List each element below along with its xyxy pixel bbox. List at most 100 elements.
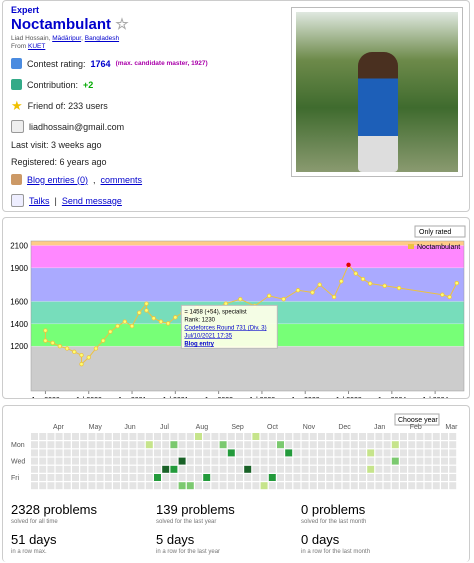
rating-point[interactable] bbox=[238, 297, 243, 302]
rating-point[interactable] bbox=[64, 346, 70, 351]
day-cell bbox=[55, 433, 63, 440]
day-cell bbox=[375, 449, 383, 457]
rating-point[interactable] bbox=[72, 349, 77, 355]
rating-point[interactable] bbox=[353, 271, 358, 276]
rating-point[interactable] bbox=[396, 285, 402, 291]
day-cell bbox=[31, 433, 38, 440]
rating-point[interactable] bbox=[454, 280, 459, 286]
rating-point[interactable] bbox=[151, 316, 156, 321]
rating-point[interactable] bbox=[440, 292, 445, 297]
rating-icon bbox=[11, 58, 22, 69]
rating-row: Contest rating: 1764 (max. candidate maste… bbox=[11, 58, 208, 69]
rating-point[interactable] bbox=[122, 319, 128, 324]
rating-point[interactable] bbox=[310, 290, 315, 295]
rating-point[interactable] bbox=[79, 361, 84, 367]
email-row: liadhossain@gmail.com bbox=[11, 120, 124, 133]
day-cell bbox=[293, 433, 301, 440]
rating-point[interactable] bbox=[360, 276, 366, 282]
rating-point[interactable] bbox=[86, 355, 91, 360]
rating-point[interactable] bbox=[382, 283, 387, 288]
rating-point[interactable] bbox=[43, 338, 48, 343]
rating-point[interactable] bbox=[295, 288, 301, 293]
day-cell bbox=[186, 449, 194, 457]
rating-point[interactable] bbox=[144, 301, 149, 306]
day-cell bbox=[227, 465, 235, 473]
rating-point[interactable] bbox=[339, 279, 344, 284]
rating-point[interactable] bbox=[79, 352, 84, 358]
day-cell bbox=[137, 482, 145, 490]
rating-point[interactable] bbox=[173, 315, 178, 320]
day-cell bbox=[104, 433, 112, 440]
day-cell bbox=[383, 449, 391, 457]
day-cell bbox=[129, 441, 137, 449]
rating-point[interactable] bbox=[93, 346, 99, 351]
rating-point[interactable] bbox=[165, 321, 171, 326]
rating-point[interactable] bbox=[115, 323, 120, 329]
rating-point[interactable] bbox=[43, 328, 48, 333]
rating-point[interactable] bbox=[266, 293, 272, 299]
rating-point[interactable] bbox=[331, 294, 337, 300]
tooltip-blog[interactable]: Blog entry bbox=[184, 341, 214, 347]
day-cell bbox=[145, 449, 153, 457]
rating-point[interactable] bbox=[108, 329, 113, 334]
rating-point[interactable] bbox=[129, 323, 135, 329]
day-cell bbox=[55, 465, 63, 473]
day-cell bbox=[277, 482, 284, 490]
rating-point[interactable] bbox=[346, 262, 351, 268]
day-cell bbox=[47, 457, 55, 465]
rating-point[interactable] bbox=[50, 340, 55, 346]
rating-point[interactable] bbox=[281, 297, 286, 302]
day-cell bbox=[318, 441, 325, 449]
rating-point[interactable] bbox=[158, 319, 164, 324]
rating-point[interactable] bbox=[447, 294, 452, 300]
day-cell bbox=[359, 482, 366, 490]
day-cell bbox=[367, 465, 375, 473]
day-cell bbox=[178, 465, 186, 473]
select-box[interactable] bbox=[414, 225, 466, 238]
star-icon[interactable]: ☆ bbox=[115, 16, 129, 33]
city[interactable]: Mādāripur bbox=[52, 35, 82, 42]
day-cell bbox=[424, 482, 432, 490]
rating-point[interactable] bbox=[100, 338, 106, 343]
day-cell bbox=[367, 482, 375, 490]
day-cell bbox=[137, 474, 145, 481]
select-label[interactable]: Choose year bbox=[398, 417, 438, 424]
rating-band bbox=[31, 346, 464, 391]
day-cell bbox=[268, 482, 276, 490]
talks[interactable]: Talks bbox=[29, 195, 50, 206]
rating-point[interactable] bbox=[137, 310, 142, 315]
blog[interactable]: Blog entries (0) bbox=[27, 174, 89, 185]
comments[interactable]: comments bbox=[100, 174, 143, 185]
select-label[interactable]: Only rated bbox=[419, 229, 451, 236]
select-box[interactable] bbox=[394, 413, 440, 426]
day-cell bbox=[47, 482, 55, 490]
country[interactable]: Bangladesh bbox=[84, 35, 120, 42]
rating-point[interactable] bbox=[367, 281, 373, 286]
send-message[interactable]: Send message bbox=[61, 195, 122, 206]
stat-caption: in a row for the last year bbox=[156, 549, 220, 555]
day-cell bbox=[211, 457, 219, 465]
day-cell bbox=[47, 449, 55, 457]
rating-point[interactable] bbox=[144, 308, 149, 313]
day-cell bbox=[129, 482, 137, 490]
day-cell bbox=[244, 449, 252, 457]
day-cell bbox=[424, 441, 432, 449]
tooltip-date[interactable]: Jul/10/2021 17:35 bbox=[184, 333, 232, 339]
org[interactable]: KUET bbox=[27, 43, 46, 50]
day-cell bbox=[416, 441, 424, 449]
tooltip-link[interactable]: Codeforces Round 731 (Div. 3) bbox=[184, 325, 266, 331]
rating-point[interactable] bbox=[317, 282, 322, 287]
day-cell bbox=[88, 482, 96, 490]
day-cell bbox=[301, 465, 309, 473]
day-cell bbox=[293, 441, 301, 449]
day-cell bbox=[301, 474, 309, 481]
rating-point[interactable] bbox=[57, 344, 63, 349]
day-cell bbox=[432, 433, 440, 440]
day-cell bbox=[39, 474, 47, 481]
day-cell bbox=[408, 482, 416, 490]
day-cell bbox=[318, 457, 325, 465]
day-cell bbox=[31, 482, 38, 490]
day-cell bbox=[154, 474, 161, 481]
day-cell bbox=[121, 482, 129, 490]
day-cell bbox=[301, 482, 309, 490]
